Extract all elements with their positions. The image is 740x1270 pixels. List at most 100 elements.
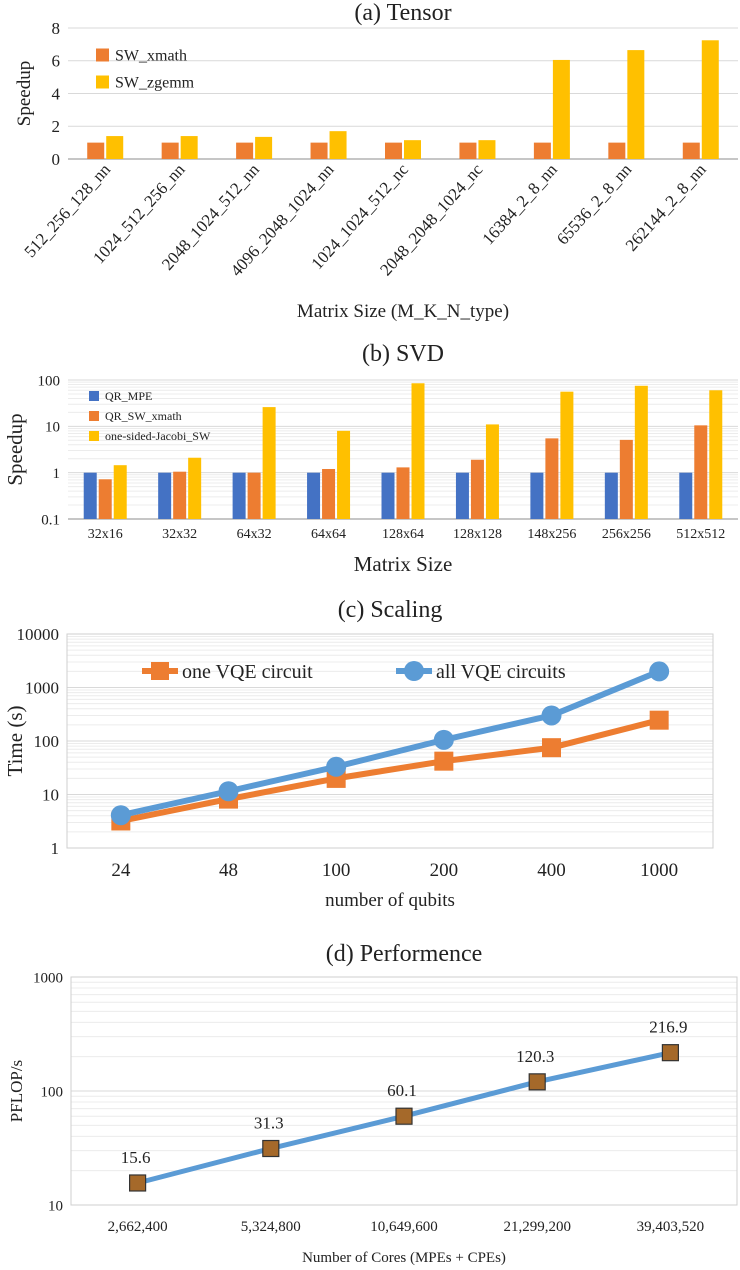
bar-one-sided-jacobi-sw	[560, 391, 574, 519]
legend-swatch	[96, 48, 109, 62]
bar-sw-zgemm	[180, 136, 198, 159]
y-tick-label: 100	[34, 732, 60, 751]
x-tick-label: 39,403,520	[637, 1219, 705, 1235]
data-label: 15.6	[121, 1148, 151, 1167]
bar-qr-sw-xmath	[545, 438, 559, 519]
data-point-circle	[218, 781, 239, 802]
data-label: 120.3	[516, 1047, 554, 1066]
bar-qr-mpe	[83, 472, 97, 519]
bar-qr-mpe	[307, 472, 321, 519]
y-tick-label: 2	[52, 117, 61, 136]
legend-swatch	[89, 431, 99, 441]
legend-swatch	[89, 411, 99, 421]
x-tick-label: 10,649,600	[370, 1219, 438, 1235]
chart-title: (c) Scaling	[338, 597, 443, 623]
bar-sw-xmath	[459, 142, 477, 159]
bar-sw-xmath	[161, 142, 179, 159]
chart-panel-0: (a) Tensor 0 2 4 6 8 Speedup Matrix Size (M_K_N…	[14, 0, 738, 322]
x-tick-label: 2,662,400	[108, 1219, 168, 1235]
legend-swatch	[89, 391, 99, 401]
x-tick-label: 32x32	[162, 527, 197, 542]
bar-sw-xmath	[310, 142, 328, 159]
bar-sw-zgemm	[255, 136, 273, 159]
bar-sw-xmath	[608, 142, 626, 159]
data-point-square	[129, 1174, 147, 1192]
y-tick-label: 10000	[17, 625, 60, 644]
bar-one-sided-jacobi-sw	[188, 457, 202, 519]
legend-label: one-sided-Jacobi_SW	[105, 429, 211, 443]
y-tick-label: 0	[52, 150, 61, 169]
legend-label: QR_MPE	[105, 389, 152, 403]
bar-sw-zgemm	[106, 136, 124, 159]
x-tick-label: 5,324,800	[241, 1219, 301, 1235]
legend-label: SW_xmath	[115, 48, 187, 65]
y-axis-label: Time (s)	[3, 706, 27, 777]
x-tick-label: 64x64	[311, 527, 346, 542]
data-label: 216.9	[649, 1018, 687, 1037]
series-line	[120, 668, 661, 819]
bar-sw-zgemm	[404, 140, 421, 159]
data-point-square	[649, 710, 669, 730]
y-tick-label: 1000	[33, 970, 63, 986]
bar-one-sided-jacobi-sw	[337, 430, 351, 519]
bar-sw-zgemm	[627, 50, 645, 160]
series-line	[120, 717, 660, 824]
y-tick-label: 6	[52, 52, 61, 71]
data-point-square	[528, 1073, 546, 1091]
bar-one-sided-jacobi-sw	[634, 385, 648, 519]
data-point-square	[542, 738, 561, 758]
chart-panel-1: (b) SVD 0.1 1 10 100 Speedup Matrix Size 32x16 3…	[3, 341, 738, 576]
bar-qr-mpe	[158, 472, 172, 519]
bar-sw-zgemm	[478, 140, 496, 159]
x-tick-label: 32x16	[88, 527, 123, 542]
chart-title: (a) Tensor	[354, 0, 451, 26]
y-tick-label: 100	[41, 1084, 64, 1100]
y-tick-label: 10	[45, 420, 60, 436]
bar-sw-xmath	[236, 142, 254, 159]
x-tick-label: 16384_2_8_nn	[478, 160, 561, 249]
x-tick-label: 1000	[640, 860, 678, 881]
data-label: 31.3	[254, 1114, 284, 1133]
x-tick-label: 24	[111, 860, 131, 881]
bar-sw-zgemm	[329, 131, 347, 159]
x-tick-label: 100	[322, 860, 351, 881]
bar-sw-zgemm	[701, 40, 719, 159]
data-point-circle	[326, 756, 347, 777]
bar-qr-mpe	[604, 472, 618, 519]
legend-marker	[151, 662, 169, 680]
y-tick-label: 1000	[25, 678, 59, 697]
bar-one-sided-jacobi-sw	[262, 407, 276, 519]
chart-title: (b) SVD	[362, 341, 444, 367]
y-tick-label: 10	[48, 1198, 63, 1214]
y-tick-label: 10	[42, 785, 59, 804]
x-tick-label: 512x512	[676, 527, 725, 542]
x-tick-label: 200	[430, 860, 459, 881]
bar-qr-sw-xmath	[247, 472, 261, 519]
bar-qr-sw-xmath	[619, 439, 633, 519]
bar-sw-zgemm	[552, 59, 570, 159]
bar-one-sided-jacobi-sw	[113, 465, 127, 519]
y-axis-label: Speedup	[14, 61, 35, 126]
bar-sw-xmath	[533, 142, 551, 159]
x-axis-label: number of qubits	[325, 890, 455, 911]
data-point-square	[434, 751, 454, 771]
x-tick-label: 400	[537, 860, 566, 881]
bar-qr-mpe	[381, 472, 395, 519]
chart-panel-2: (c) Scaling 1 10 100 1000 10000 Time (s) number…	[3, 597, 714, 911]
legend-label: SW_zgemm	[115, 75, 195, 92]
x-axis-label: Matrix Size (M_K_N_type)	[297, 301, 509, 322]
y-axis-label: PFLOP/s	[7, 1060, 26, 1122]
data-point-square	[262, 1139, 280, 1158]
x-axis-label: Matrix Size	[354, 552, 453, 576]
x-tick-label: 65536_2_8_nn	[553, 160, 636, 249]
bar-qr-sw-xmath	[322, 468, 336, 519]
data-point-circle	[110, 805, 131, 826]
data-point-circle	[541, 705, 562, 726]
data-point-circle	[433, 729, 454, 750]
y-tick-label: 0.1	[41, 512, 60, 528]
data-point-circle	[649, 661, 670, 682]
y-tick-label: 1	[51, 839, 60, 858]
bar-qr-sw-xmath	[98, 479, 112, 519]
chart-title: (d) Performence	[326, 941, 483, 967]
